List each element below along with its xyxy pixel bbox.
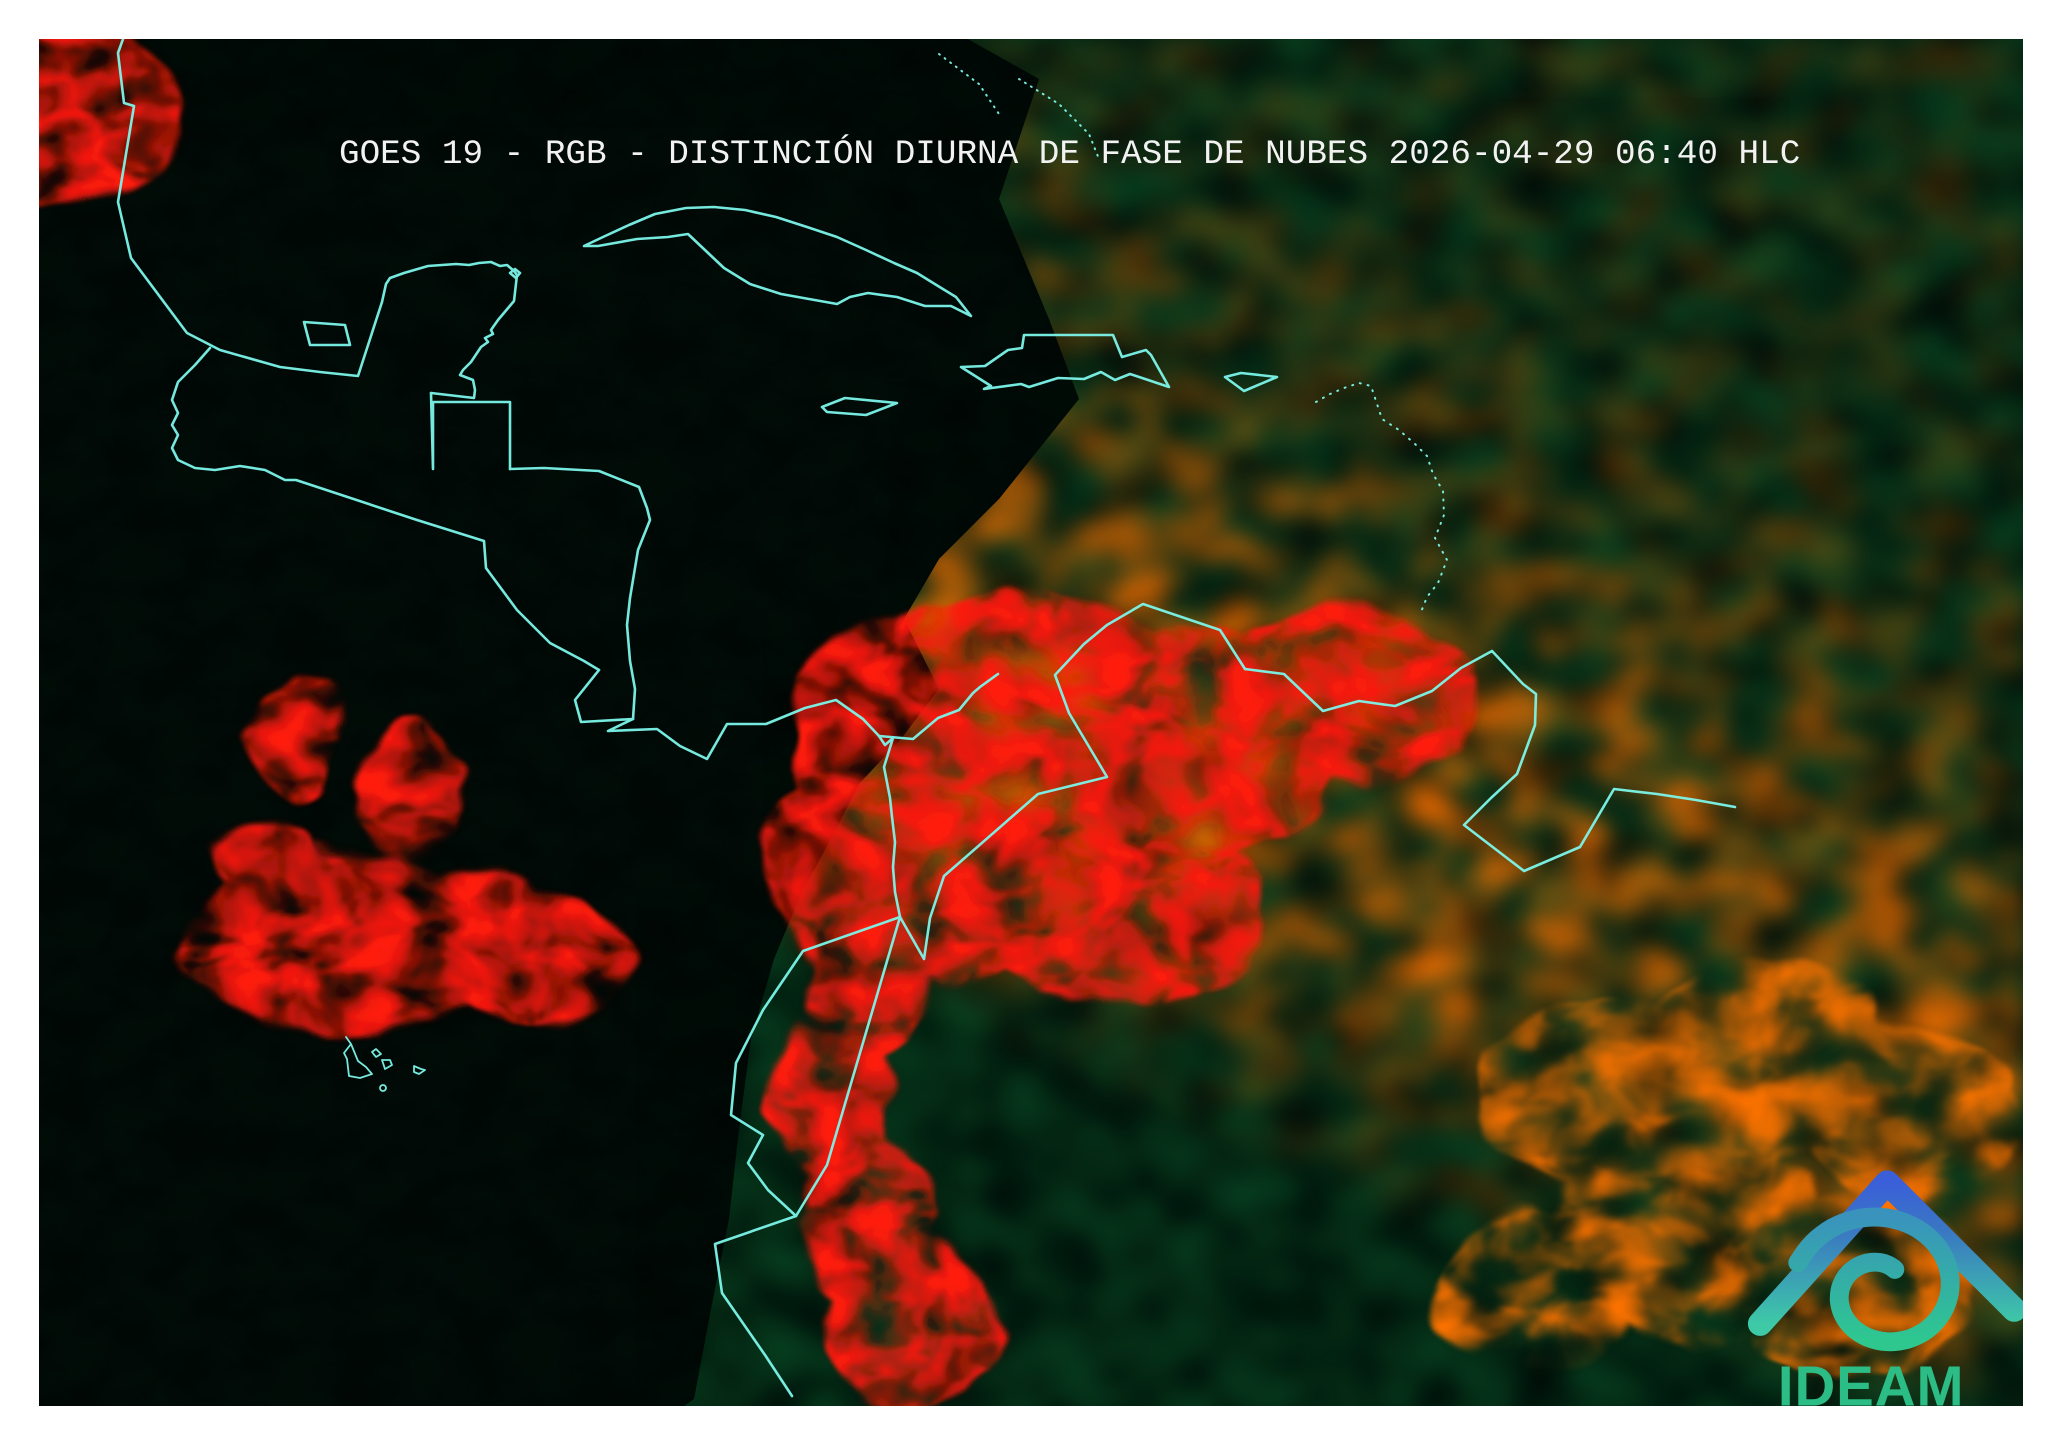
svg-text:IDEAM: IDEAM [1778,1355,1965,1406]
